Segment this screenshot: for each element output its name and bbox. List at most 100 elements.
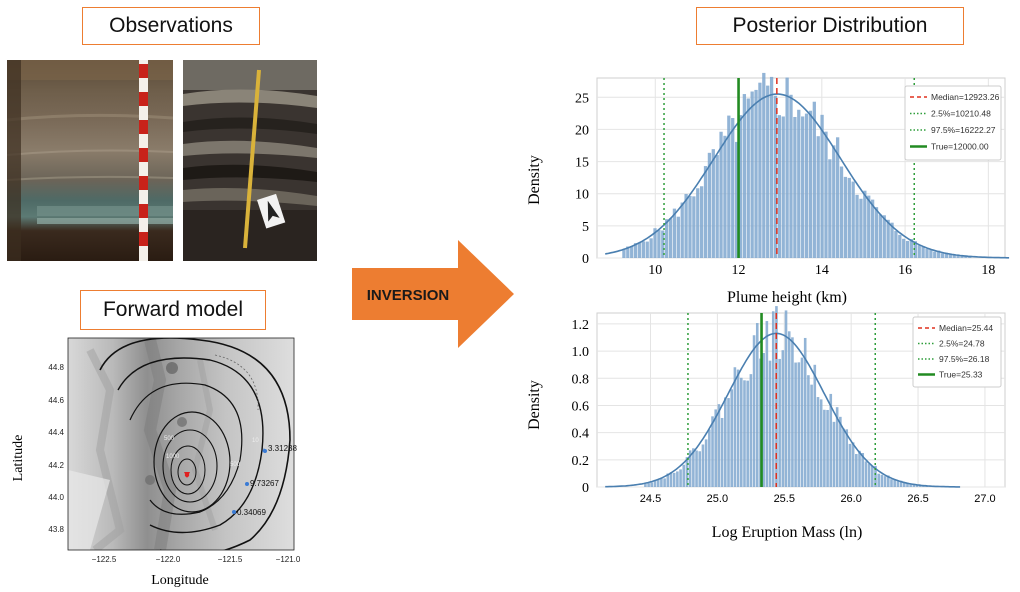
histogram-bar [765,321,769,487]
ytick-label: 1.2 [572,318,590,333]
histogram-bar [864,461,868,487]
chart-ylabel: Density [526,155,543,205]
histogram-bar [823,409,826,487]
histogram-bar [791,337,794,487]
histogram-bar [810,384,813,487]
map-ytick-label: 44.4 [48,428,64,437]
chart-plot-area: 0 5 10 15 20 25 10 12 14 16 18 [575,72,1010,278]
histogram-bar [637,242,642,258]
histogram-bar [902,238,906,258]
histogram-bar [672,208,677,258]
ytick-label: 20 [575,123,589,138]
histogram-bar [835,137,840,258]
histogram-bar [870,199,875,258]
station-marker [245,482,249,486]
histogram-bar [839,416,842,487]
histogram-bar [692,448,695,487]
contour-label: 1000 [166,454,180,460]
histogram-bar [912,484,916,487]
vent-marker [184,472,190,478]
histogram-bar [832,421,836,487]
histogram-bar [804,113,809,259]
histogram-bar [801,116,805,258]
histogram-bar [877,473,880,487]
histogram-bar [762,72,766,258]
contour-label: 500 [230,462,241,468]
histogram-bar [734,141,739,258]
histogram-bar [699,186,704,258]
kde-curve [605,332,961,488]
station-marker [232,510,236,514]
legend-entry: Median=25.44 [939,323,993,333]
histogram-bar [649,238,653,258]
histogram-bar [842,428,845,487]
histogram-bar [781,116,785,258]
xtick-label: 26.5 [907,493,928,505]
map-xtick-label: −122.0 [156,555,181,564]
histogram-bar [724,397,727,487]
histogram-bar [826,409,829,487]
histogram-bar [743,380,746,487]
histogram-bar [905,240,910,258]
legend-box [912,316,1002,388]
histogram-bar [913,241,917,258]
histogram-bar [717,404,721,487]
histogram-bar [894,230,898,258]
histogram-bar [688,450,692,487]
isopach-contours [99,338,291,550]
inversion-label: INVERSION [367,287,450,304]
histogram-bar [669,472,673,487]
histogram-bar [665,219,669,258]
ytick-label: 15 [575,156,589,171]
ytick-label: 25 [575,91,589,106]
histogram-bar [890,222,894,258]
legend-entry: True=12000.00 [931,142,989,152]
histogram-bar [704,439,708,487]
histogram-bar [898,234,902,258]
map-ylabel: Latitude [11,435,26,482]
histogram-bar [861,453,865,487]
xtick-label: 18 [981,263,995,278]
histogram-bar [839,166,844,258]
histogram-bar [754,89,758,258]
histogram-bar [851,181,855,258]
histogram-bar [672,472,676,487]
histogram-bar [820,114,824,258]
map-frame [67,337,295,551]
histogram-bar [727,398,730,487]
histogram-bar [874,207,879,258]
histogram-bar [656,479,660,487]
histogram-bar [633,243,638,258]
histogram-bar [778,358,781,487]
xtick-label: 14 [815,263,829,278]
histogram-bar [929,249,933,258]
xtick-label: 26.0 [840,493,861,505]
histogram-bar [727,115,731,258]
histogram-bar [855,454,858,487]
yellow-tape [243,69,261,249]
chart-plot-area: 0 0.2 0.4 0.6 0.8 1.0 1.2 24.5 25.0 25.5 26.0 26.5 2… [572,306,1006,505]
posterior-title: Posterior Distribution [696,7,964,45]
histogram-bar [622,249,626,258]
station-label: 0.34069 [237,508,266,517]
histogram-bar [679,469,682,487]
histogram-bar [909,483,912,487]
histogram-bar [851,442,855,487]
station-label: 9.73267 [250,479,279,488]
histogram-bar [871,465,874,487]
histogram-bar [816,136,820,258]
inversion-arrow: INVERSION [352,240,514,348]
histogram-bar [768,360,772,487]
histogram-bar [960,255,964,258]
histogram-bar [880,474,884,487]
histogram-bar [878,214,883,258]
histogram-bar [644,483,647,487]
histogram-bar [797,109,801,258]
histogram-bar [812,101,816,259]
map-ytick-label: 44.2 [48,461,64,470]
histogram-bar [647,483,650,487]
map-xlabel: Longitude [151,573,209,588]
histogram-bar [682,464,686,487]
forward-model-title: Forward model [80,290,266,330]
histogram-bar [688,195,692,258]
